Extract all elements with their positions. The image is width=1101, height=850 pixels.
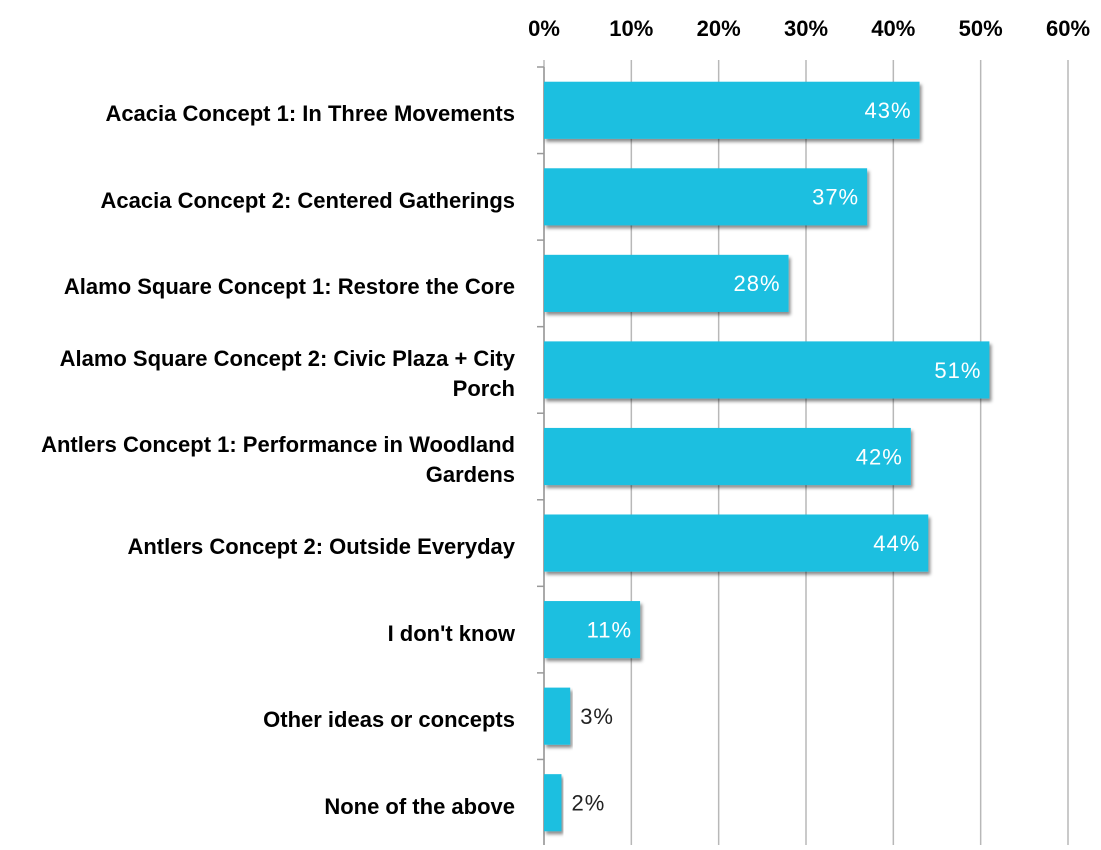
data-label: 2% (571, 791, 605, 816)
y-tick-label: Acacia Concept 2: Centered Gatherings (100, 187, 515, 213)
x-tick-label: 40% (871, 16, 915, 41)
data-label: 37% (812, 185, 859, 210)
data-label: 51% (934, 358, 981, 383)
x-tick-label: 20% (697, 16, 741, 41)
y-tick-label: None of the above (324, 793, 515, 819)
y-tick-label: Alamo Square Concept 2: Civic Plaza + Ci… (59, 345, 515, 401)
bar (544, 687, 571, 745)
data-label: 44% (873, 531, 920, 556)
bar (544, 254, 789, 312)
x-tick-label: 50% (959, 16, 1003, 41)
data-label: 43% (864, 98, 911, 123)
data-label: 11% (587, 617, 632, 642)
data-label: 42% (856, 444, 903, 469)
y-tick-label: Antlers Concept 2: Outside Everyday (127, 534, 515, 560)
y-tick-label: Antlers Concept 1: Performance in Woodla… (41, 432, 515, 488)
data-label: 28% (733, 271, 780, 296)
x-tick-label: 30% (784, 16, 828, 41)
bar (544, 514, 929, 572)
y-tick-label: Acacia Concept 1: In Three Movements (105, 101, 515, 127)
x-tick-label: 0% (528, 16, 560, 41)
bar (544, 601, 641, 659)
bar (544, 81, 920, 139)
bar (544, 427, 911, 486)
data-label: 3% (580, 704, 614, 729)
bar (544, 168, 868, 226)
bar (544, 774, 562, 832)
y-tick-label: Alamo Square Concept 1: Restore the Core (63, 274, 515, 300)
bar (544, 341, 990, 399)
y-tick-label: Other ideas or concepts (263, 707, 515, 733)
y-tick-label: I don't know (387, 620, 515, 646)
x-tick-label: 10% (609, 16, 653, 41)
x-tick-label: 60% (1046, 16, 1090, 41)
